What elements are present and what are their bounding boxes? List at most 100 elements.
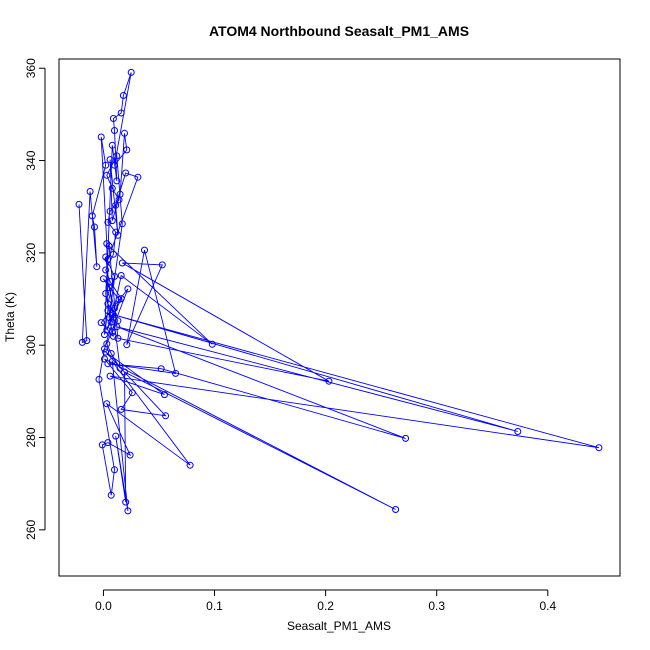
data-point [75, 200, 83, 208]
data-point [128, 389, 136, 397]
data-point [106, 207, 114, 215]
data-point [97, 319, 105, 327]
data-point [112, 201, 120, 209]
data-point [325, 377, 333, 385]
data-point [112, 228, 120, 236]
data-point [595, 444, 603, 452]
x-axis: 0.0 0.1 0.2 0.3 0.4 [95, 589, 556, 613]
data-point [91, 223, 98, 231]
x-axis-label: Seasalt_PM1_AMS [287, 619, 391, 633]
data-point [105, 242, 113, 250]
data-point [108, 217, 116, 225]
y-tick-label: 280 [24, 427, 38, 447]
data-point [103, 171, 111, 179]
data-point [111, 466, 118, 474]
y-axis: 260 280 300 320 340 360 [24, 58, 46, 540]
data-marks [75, 68, 603, 515]
y-tick-label: 340 [24, 150, 38, 170]
data-point [103, 240, 111, 248]
data-point [161, 391, 168, 399]
data-point [141, 246, 148, 254]
series-line [78, 72, 600, 511]
data-point [134, 173, 142, 181]
y-tick-label: 360 [24, 58, 38, 78]
data-point [392, 506, 400, 513]
data-point [172, 369, 180, 377]
data-point [109, 250, 117, 258]
data-point [102, 266, 110, 274]
data-point [208, 340, 216, 348]
data-point [122, 498, 130, 506]
chart-title: ATOM4 Northbound Seasalt_PM1_AMS [209, 23, 469, 39]
x-tick-label: 0.2 [317, 599, 334, 613]
data-point [186, 461, 194, 469]
y-tick-label: 320 [24, 243, 38, 263]
data-point [114, 317, 122, 325]
data-point [103, 400, 111, 408]
data-point [108, 357, 116, 365]
data-point [127, 68, 135, 76]
x-tick-label: 0.3 [428, 599, 445, 613]
data-point [83, 337, 91, 345]
data-point [103, 340, 111, 348]
data-point [111, 161, 118, 169]
data-point [124, 507, 132, 515]
data-point [122, 169, 130, 177]
data-point [109, 115, 117, 122]
x-tick-label: 0.1 [206, 599, 223, 613]
y-axis-label: Theta (K) [3, 292, 17, 342]
x-tick-label: 0.0 [95, 599, 112, 613]
data-point [104, 255, 112, 263]
data-point [117, 405, 125, 413]
data-point [108, 184, 116, 192]
data-point [157, 365, 165, 373]
data-point [117, 109, 125, 117]
data-point [107, 491, 115, 499]
data-point [115, 196, 123, 204]
data-point [123, 146, 131, 154]
data-point [108, 141, 116, 149]
data-point [101, 355, 108, 363]
data-point [109, 332, 117, 340]
data-point [126, 451, 134, 459]
y-tick-label: 260 [24, 520, 38, 540]
plot-frame [58, 58, 621, 577]
data-point [107, 350, 115, 357]
data-point [111, 272, 118, 280]
data-point [97, 133, 105, 141]
data-point [123, 341, 131, 349]
data-point [117, 295, 125, 303]
data-point [106, 372, 114, 380]
data-point [111, 127, 118, 134]
data-point [102, 253, 110, 261]
data-point [112, 432, 120, 440]
data-point [114, 334, 122, 342]
data-point [113, 152, 121, 160]
data-point [104, 307, 112, 315]
data-point [98, 441, 106, 449]
data-point [86, 188, 94, 195]
data-point [121, 129, 128, 137]
data-point [121, 368, 128, 376]
data-point [93, 263, 101, 271]
data-point [104, 218, 112, 226]
data-point [124, 285, 132, 293]
data-point [108, 328, 116, 336]
data-point [102, 161, 110, 169]
data-point [117, 272, 125, 279]
data-point [113, 177, 121, 185]
data-point [119, 92, 127, 99]
data-point [514, 428, 522, 435]
data-point [104, 300, 112, 308]
data-point [105, 314, 113, 321]
data-point [88, 212, 96, 220]
data-point [118, 220, 126, 228]
data-point [162, 412, 170, 420]
data-point [106, 278, 114, 285]
data-point [116, 364, 124, 372]
data-point [95, 375, 103, 383]
y-tick-label: 300 [24, 335, 38, 355]
data-point [99, 275, 107, 283]
